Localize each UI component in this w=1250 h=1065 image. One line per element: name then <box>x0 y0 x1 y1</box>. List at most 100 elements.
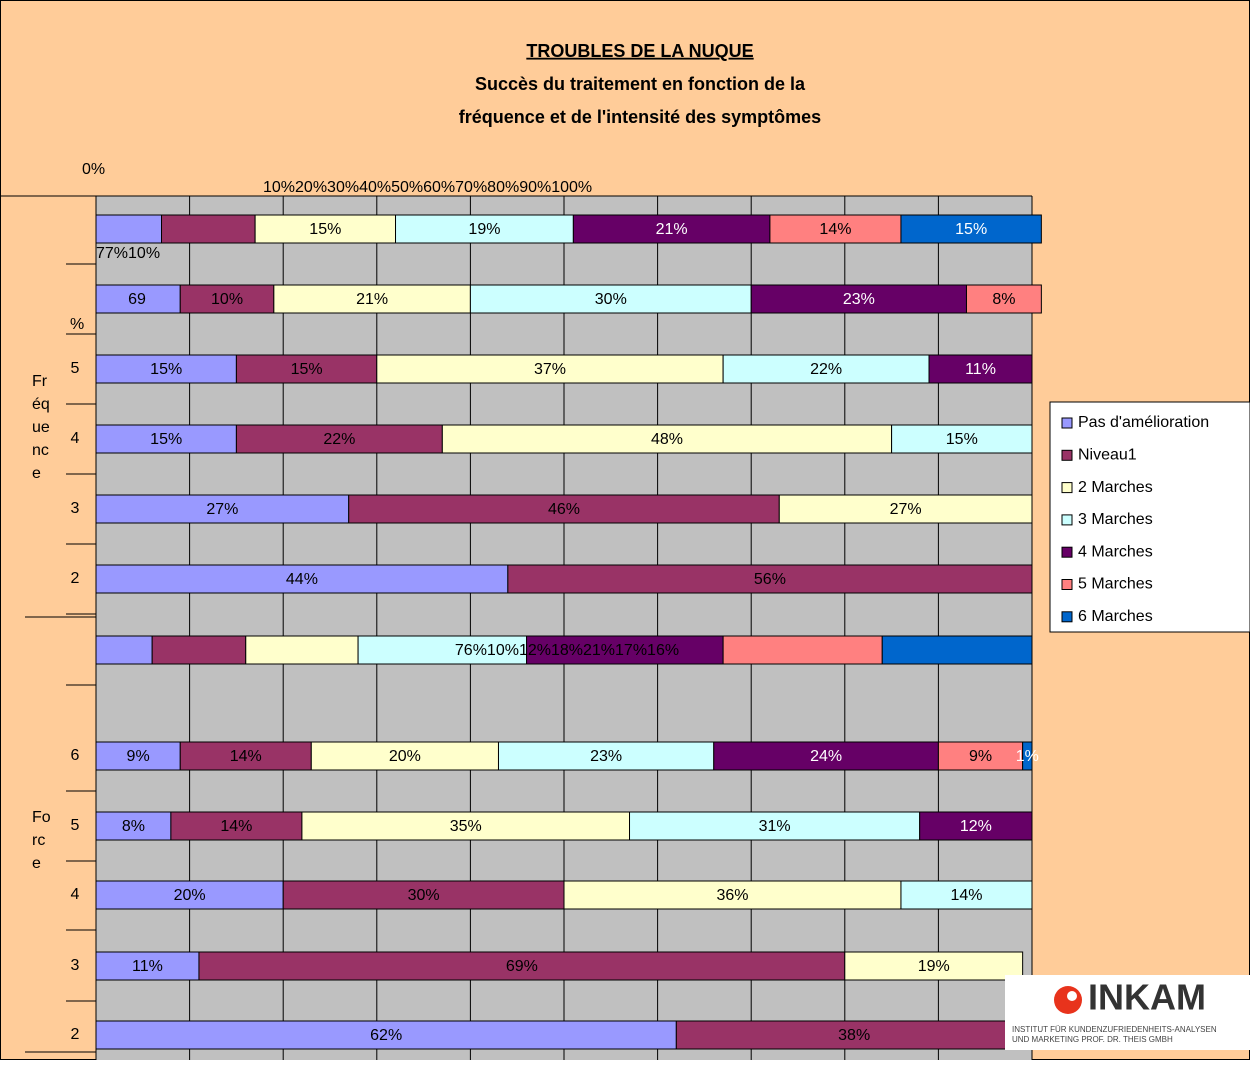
data-label: 21% <box>656 221 688 238</box>
chart-subtitle: Succès du traitement en fonction de la <box>475 74 806 94</box>
annotation: 77%10% <box>96 245 160 262</box>
data-label: 11% <box>965 361 996 378</box>
group-label: e <box>32 465 41 482</box>
data-label: 14% <box>950 887 982 904</box>
data-label: 30% <box>408 887 440 904</box>
data-label: 19% <box>918 958 950 975</box>
bar-segment <box>937 741 1024 771</box>
data-label: 15% <box>150 361 182 378</box>
legend-label: 5 Marches <box>1078 576 1153 593</box>
data-label: 46% <box>548 501 580 518</box>
bar-segment <box>441 424 893 454</box>
legend-label: 3 Marches <box>1078 511 1153 528</box>
bar-segment <box>95 880 284 910</box>
bar-segment <box>95 214 163 244</box>
bar-segment <box>273 284 471 314</box>
annotation: 76%10%12%18%21%17%16% <box>455 642 679 659</box>
group-label: nc <box>32 442 49 459</box>
bar-segment <box>778 494 1033 524</box>
bar-segment <box>348 494 780 524</box>
bar-segment <box>891 424 1033 454</box>
logo-text: UND MARKETING PROF. DR. THEIS GMBH <box>1012 1035 1173 1044</box>
legend <box>1049 401 1250 633</box>
group-label: éq <box>32 396 50 413</box>
data-label: 31% <box>759 818 791 835</box>
data-label: 38% <box>838 1027 870 1044</box>
bar-segment <box>881 635 1033 665</box>
bar-segment <box>395 214 574 244</box>
data-label: 30% <box>595 291 627 308</box>
data-label: 1% <box>1016 748 1039 765</box>
data-label: 23% <box>843 291 875 308</box>
logo-background <box>1005 975 1250 1050</box>
group-label: ue <box>32 419 50 436</box>
y-tick-label: 3 <box>71 500 80 517</box>
data-label: 48% <box>651 431 683 448</box>
data-label: 11% <box>132 958 163 975</box>
bar-segment <box>95 635 153 665</box>
legend-label: 2 Marches <box>1078 479 1153 496</box>
logo-mark <box>1054 986 1082 1014</box>
bar-segment <box>965 284 1042 314</box>
logo: INKAM INSTITUT FÜR KUNDENZUFRIEDENHEITS-… <box>1005 975 1250 1050</box>
data-label: 22% <box>323 431 355 448</box>
legend-swatch <box>1061 546 1073 558</box>
data-label: 44% <box>286 571 318 588</box>
bar-segment <box>675 1020 1033 1050</box>
data-label: 14% <box>230 748 262 765</box>
bar-segment <box>844 951 1024 981</box>
bar-segment <box>161 214 256 244</box>
bar-segment <box>376 354 724 384</box>
data-label: 27% <box>890 501 922 518</box>
data-label: 15% <box>309 221 341 238</box>
data-label: 9% <box>969 748 992 765</box>
legend-swatch <box>1061 417 1073 429</box>
bar-segment <box>1022 741 1033 771</box>
chart-subtitle: fréquence et de l'intensité des symptôme… <box>459 107 821 127</box>
bar-segment <box>95 424 237 454</box>
logo-mark <box>1067 991 1077 1001</box>
bar-segment <box>928 354 1033 384</box>
annotation: 69 <box>128 291 146 308</box>
bar-segment <box>526 635 724 665</box>
y-tick-label: 2 <box>71 570 80 587</box>
bar-segment <box>900 880 1033 910</box>
y-tick-label: 3 <box>71 957 80 974</box>
bar-segment <box>563 880 902 910</box>
chart-title: TROUBLES DE LA NUQUE <box>526 41 753 61</box>
bar-segment <box>629 811 921 841</box>
bar-segment <box>713 741 939 771</box>
data-label: 15% <box>150 431 182 448</box>
bar-segment <box>357 635 528 665</box>
bar-segment <box>919 811 1033 841</box>
data-label: 20% <box>174 887 206 904</box>
data-label: 10% <box>211 291 243 308</box>
bar-segment <box>769 214 902 244</box>
group-label: Fo <box>32 809 51 826</box>
data-label: 8% <box>992 291 1015 308</box>
data-label: 20% <box>389 748 421 765</box>
legend-label: 4 Marches <box>1078 543 1153 560</box>
bar-segment <box>95 354 237 384</box>
bar-segment <box>282 880 565 910</box>
data-label: 12% <box>960 818 992 835</box>
data-label: 24% <box>810 748 842 765</box>
data-label: 62% <box>370 1027 402 1044</box>
legend-swatch <box>1061 449 1073 461</box>
y-tick-label: 5 <box>71 360 80 377</box>
bar-segment <box>235 424 443 454</box>
data-label: 69% <box>506 958 538 975</box>
bar-segment <box>198 951 846 981</box>
y-tick-label: 2 <box>71 1026 80 1043</box>
bar-segment <box>722 635 883 665</box>
legend-label: Pas d'amélioration <box>1078 414 1209 431</box>
bar-segment <box>900 214 1042 244</box>
y-tick-label: 5 <box>71 817 80 834</box>
bar-segment <box>301 811 631 841</box>
data-label: 37% <box>534 361 566 378</box>
data-label: 22% <box>810 361 842 378</box>
data-label: 8% <box>122 818 145 835</box>
group-label: rc <box>32 832 45 849</box>
legend-swatch <box>1061 611 1073 623</box>
